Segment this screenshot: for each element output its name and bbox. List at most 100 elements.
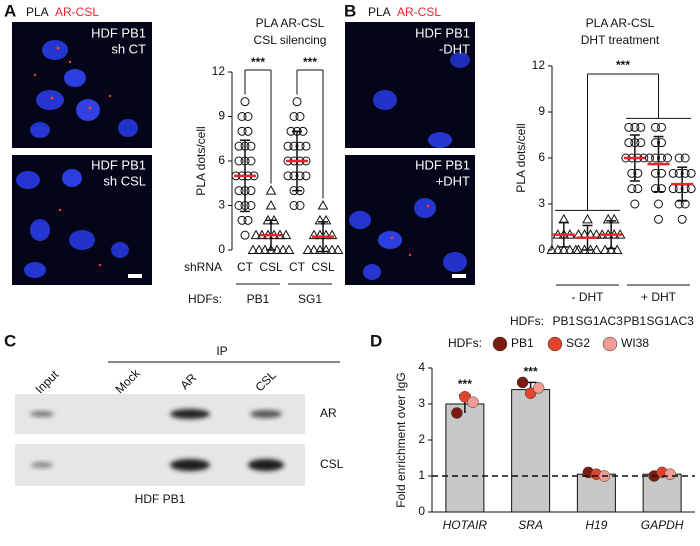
point: [459, 391, 471, 403]
group-row-label: HDFs:: [188, 292, 222, 306]
point: [240, 97, 250, 107]
chart-subtitle: DHT treatment: [581, 33, 660, 47]
point: [524, 387, 537, 399]
point: [326, 229, 338, 240]
panel-letter: B: [344, 1, 356, 20]
bar: [445, 403, 485, 513]
point: [277, 244, 289, 254]
x-tick-label: GAPDH: [641, 518, 684, 532]
point: [326, 244, 338, 254]
point: [686, 184, 696, 194]
point: [246, 186, 256, 196]
y-tick-label: 0: [218, 242, 225, 256]
point: [636, 138, 646, 148]
point: [240, 230, 250, 240]
point: [234, 141, 244, 151]
y-tick-label: 12: [532, 58, 546, 72]
point: [246, 141, 256, 151]
point: [674, 168, 684, 178]
point: [657, 184, 666, 194]
ip-label: IP: [216, 344, 227, 358]
point: [234, 186, 244, 196]
x-tick-label: CSL: [311, 260, 335, 274]
chart-title: PLA AR-CSL: [586, 16, 655, 30]
y-axis-label: PLA dots/cell: [194, 126, 208, 195]
point: [532, 382, 545, 394]
point: [630, 122, 640, 132]
significance-bracket: [555, 74, 620, 211]
point: [295, 171, 305, 181]
point: [317, 199, 329, 210]
point: [599, 244, 611, 254]
point: [558, 244, 570, 254]
blot-strip: [15, 394, 305, 434]
point: [654, 199, 663, 209]
point: [657, 122, 666, 132]
significance-label: ***: [251, 55, 265, 69]
point: [627, 168, 637, 178]
group-label: - DHT: [572, 290, 605, 304]
point: [516, 376, 529, 389]
x-tick-label: SRA: [518, 518, 543, 532]
point: [558, 213, 570, 224]
y-tick-label: 12: [212, 64, 226, 78]
point: [301, 141, 311, 151]
point: [677, 214, 687, 224]
point: [467, 396, 479, 408]
x-tick-label: AC3: [599, 314, 623, 328]
point: [246, 156, 256, 166]
point: [611, 244, 623, 254]
point: [627, 184, 637, 194]
y-tick-label: 9: [538, 104, 545, 118]
point: [657, 168, 666, 178]
y-tick-label: 6: [538, 150, 545, 164]
y-tick-label: 0: [538, 242, 545, 256]
point: [602, 213, 614, 224]
legend-swatch: [492, 336, 508, 352]
x-tick-label: HOTAIR: [443, 518, 488, 532]
point: [302, 244, 314, 254]
point: [654, 214, 663, 224]
group-label: + DHT: [641, 290, 677, 304]
blot-strip: [15, 444, 305, 486]
point: [451, 407, 463, 419]
x-tick-label: CT: [237, 260, 254, 274]
x-tick-label: PB1: [623, 314, 646, 328]
point: [292, 97, 302, 107]
point: [295, 201, 305, 210]
point: [265, 185, 277, 195]
point: [674, 199, 684, 209]
y-tick-label: 6: [218, 153, 225, 167]
y-axis-label: Fold enrichment over IgG: [394, 372, 408, 507]
point: [686, 168, 696, 178]
lane-label: Mock: [112, 365, 143, 396]
point: [608, 213, 620, 224]
point: [280, 229, 292, 240]
image-label: -DHT: [439, 41, 470, 56]
point: [657, 153, 666, 163]
x-tick-label: SG1: [575, 314, 599, 328]
micrograph: [345, 22, 475, 148]
point: [301, 171, 311, 181]
lane-label: AR: [177, 370, 199, 392]
point: [234, 201, 244, 210]
bar: [511, 389, 551, 513]
point: [332, 244, 344, 254]
header-text: AR-CSL: [55, 5, 99, 19]
point: [630, 199, 640, 209]
legend-title: HDFs:: [448, 336, 482, 350]
y-tick-label: 1: [418, 468, 425, 482]
point: [295, 141, 305, 151]
point: [605, 244, 617, 254]
significance-label: ***: [616, 58, 630, 72]
row-label: AR: [320, 406, 337, 420]
point: [320, 214, 332, 225]
y-tick-label: 2: [418, 432, 425, 446]
point: [243, 112, 253, 121]
point: [289, 112, 299, 121]
point: [265, 199, 277, 210]
point: [591, 244, 602, 254]
y-tick-label: 9: [218, 109, 225, 123]
point: [283, 244, 295, 254]
